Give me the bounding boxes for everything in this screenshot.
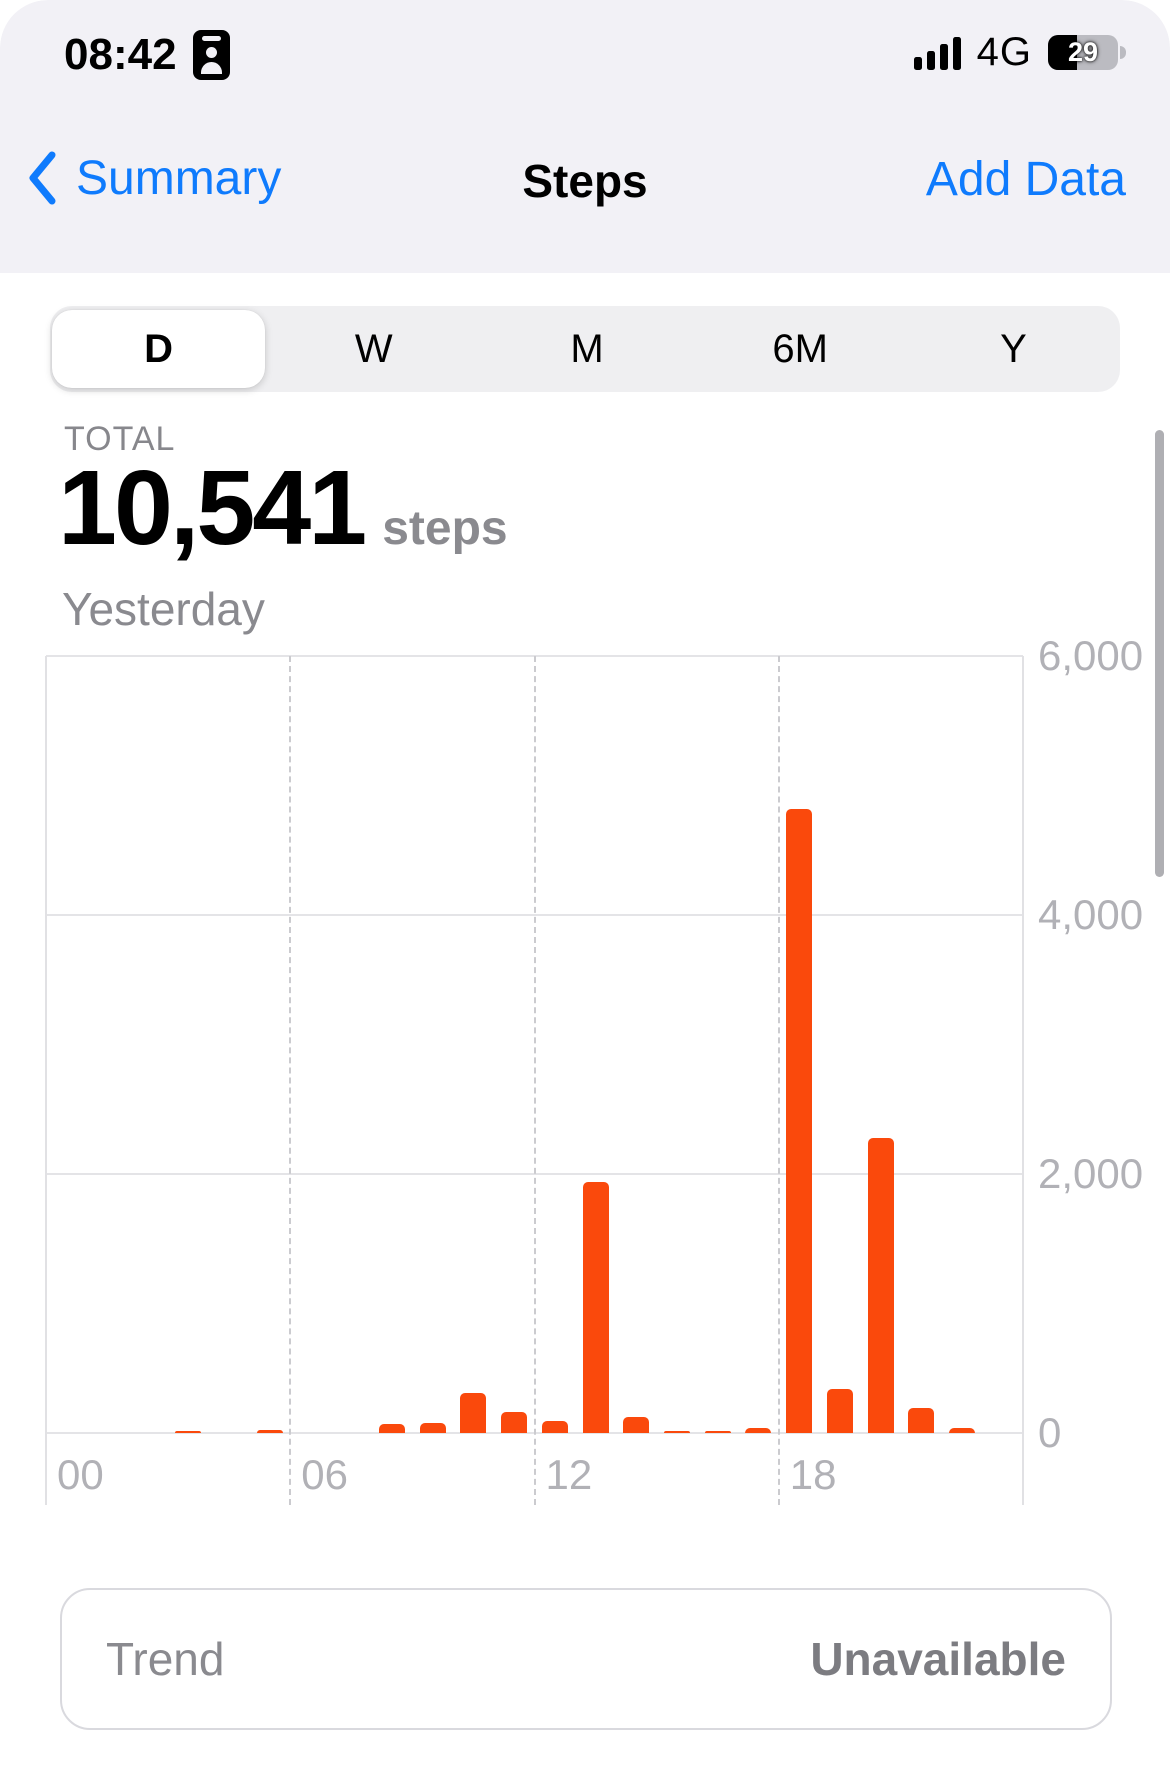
bar-hour-13[interactable] (582, 1181, 609, 1433)
y-axis-tick-label: 6,000 (1038, 632, 1144, 679)
total-row: 10,541 steps (58, 448, 508, 569)
bar-hour-19[interactable] (826, 1388, 853, 1433)
page-title: Steps (522, 155, 648, 207)
trend-row[interactable]: Trend Unavailable (60, 1588, 1112, 1730)
y-axis-tick-label: 0 (1038, 1409, 1062, 1456)
total-unit: steps (382, 502, 508, 555)
battery-icon: 29 (1048, 35, 1126, 70)
x-gridline-dashed (777, 656, 780, 1505)
x-axis-tick-label: 06 (301, 1451, 348, 1498)
bar-hour-10[interactable] (460, 1392, 487, 1433)
x-gridline-dashed (533, 656, 536, 1505)
segment-year[interactable]: Y (907, 306, 1120, 392)
time-range-segmented-control: D W M 6M Y (50, 306, 1120, 392)
y-axis-tick-label: 2,000 (1038, 1150, 1144, 1197)
bar-hour-9[interactable] (419, 1422, 446, 1433)
y-axis-tick-label: 4,000 (1038, 891, 1144, 938)
segment-week[interactable]: W (267, 306, 480, 392)
bar-hour-5[interactable] (256, 1429, 283, 1433)
battery-fill (1048, 35, 1078, 70)
bar-hour-15[interactable] (663, 1431, 690, 1433)
bar-hour-8[interactable] (379, 1423, 406, 1433)
navigation-bar: Summary Steps Add Data (0, 150, 1170, 246)
period-label: Yesterday (62, 583, 265, 635)
bar-hour-3[interactable] (175, 1431, 202, 1433)
x-axis-tick-label: 00 (57, 1451, 104, 1498)
segment-day[interactable]: D (52, 310, 266, 388)
scrollbar[interactable] (1155, 430, 1164, 877)
bar-hour-16[interactable] (704, 1431, 731, 1433)
plot-border (1022, 656, 1024, 1505)
contact-badge-icon (192, 30, 230, 80)
bar-hour-21[interactable] (908, 1407, 935, 1433)
trend-label: Trend (106, 1633, 225, 1685)
bar-hour-14[interactable] (623, 1417, 650, 1433)
x-axis-tick-label: 18 (789, 1451, 837, 1498)
total-label: TOTAL (64, 420, 176, 458)
header: 08:42 4G 29 (0, 0, 1170, 273)
y-gridline (46, 655, 1023, 657)
network-type-label: 4G (976, 30, 1032, 74)
badge-person-head (205, 47, 217, 58)
bar-hour-12[interactable] (541, 1421, 568, 1433)
badge-person-body (200, 62, 222, 74)
plot-border (45, 656, 47, 1505)
bar-hour-17[interactable] (745, 1428, 772, 1433)
bar-hour-22[interactable] (948, 1428, 975, 1433)
badge-strip (201, 36, 221, 41)
status-time: 08:42 (64, 30, 177, 79)
segment-six-months[interactable]: 6M (694, 306, 907, 392)
back-chevron-icon (29, 151, 56, 205)
battery-percent-label: 29 (1067, 37, 1099, 67)
segment-month[interactable]: M (480, 306, 693, 392)
x-gridline-dashed (289, 656, 292, 1505)
battery-cap (1120, 46, 1126, 59)
back-button[interactable]: Summary (26, 150, 281, 206)
bar-hour-11[interactable] (501, 1412, 528, 1433)
trend-value: Unavailable (810, 1633, 1066, 1685)
status-bar-right: 4G 29 (913, 30, 1126, 75)
total-value: 10,541 (58, 449, 367, 567)
y-gridline (46, 914, 1023, 916)
bar-hour-20[interactable] (867, 1137, 894, 1433)
back-label: Summary (76, 151, 282, 205)
cellular-signal-icon (913, 36, 961, 70)
bar-hour-18[interactable] (786, 808, 813, 1433)
x-axis-tick-label: 12 (545, 1451, 593, 1498)
add-data-button[interactable]: Add Data (925, 153, 1126, 206)
status-bar-left: 08:42 (64, 30, 230, 80)
status-bar: 08:42 4G 29 (0, 30, 1170, 100)
